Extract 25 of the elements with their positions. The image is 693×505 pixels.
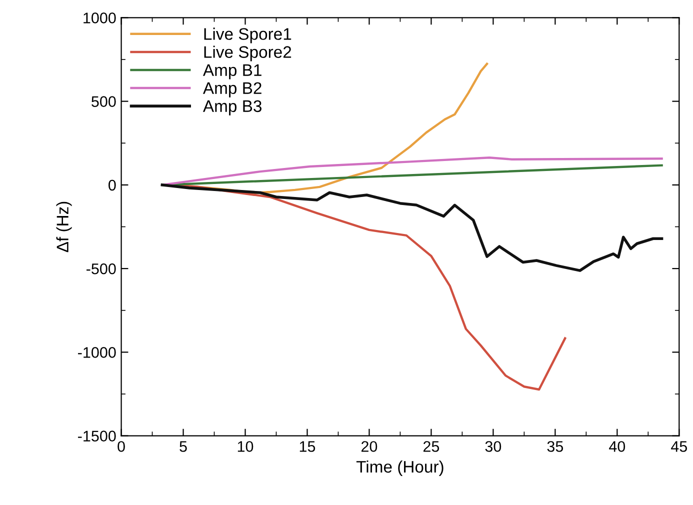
x-tick-label: 0	[118, 441, 125, 452]
y-tick-label: -1000	[78, 347, 116, 358]
x-tick-label: 25	[423, 441, 440, 452]
x-tick-label: 5	[180, 441, 187, 452]
legend-label: Live Spore2	[204, 46, 292, 62]
x-tick-label: 30	[485, 441, 502, 452]
line-series	[161, 156, 663, 186]
legend-label: Amp B2	[202, 82, 262, 98]
y-tick-label: -1500	[78, 430, 116, 442]
y-tick-label: 0	[108, 180, 116, 191]
x-axis-title: Time (Hour)	[356, 460, 444, 476]
x-tick-label: 45	[670, 441, 687, 452]
x-tick-label: 10	[238, 441, 254, 452]
legend-label: Amp B1	[202, 64, 262, 80]
x-tick-label: 20	[361, 441, 378, 452]
y-tick-label: 500	[92, 96, 116, 107]
legend-label: Live Spore1	[204, 28, 292, 44]
y-axis-title: Δf (Hz)	[56, 202, 72, 252]
legend-label: Amp B3	[202, 100, 262, 116]
x-tick-label: 15	[300, 441, 316, 452]
x-tick-label: 35	[547, 441, 564, 452]
y-tick-label: -500	[86, 263, 116, 274]
line-series	[160, 184, 664, 272]
y-tick-label: 1000	[84, 12, 116, 24]
x-tick-label: 40	[609, 441, 626, 452]
